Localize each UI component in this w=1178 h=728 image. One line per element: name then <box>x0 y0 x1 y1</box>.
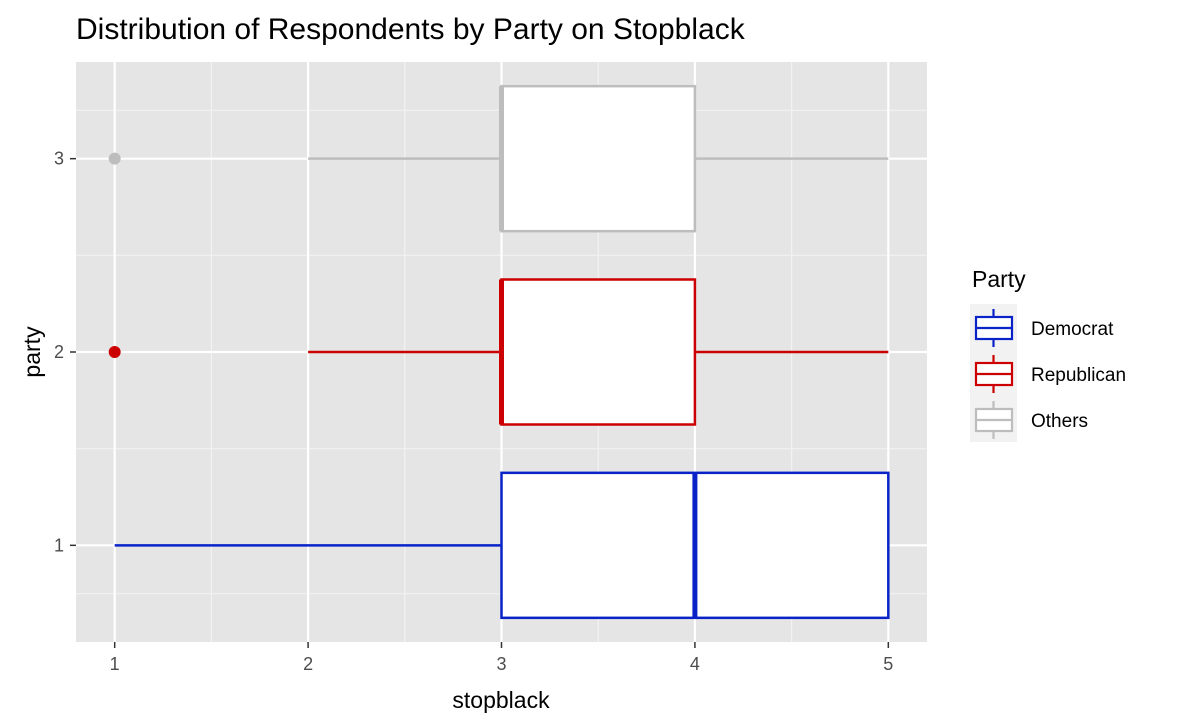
y-axis-title: party <box>19 326 45 378</box>
x-tick-label: 3 <box>496 654 506 674</box>
box-iqr <box>500 278 697 426</box>
legend-label: Others <box>1031 411 1088 432</box>
x-tick-label: 4 <box>690 654 700 674</box>
y-tick-label: 3 <box>54 149 64 169</box>
chart-title: Distribution of Respondents by Party on … <box>76 13 746 46</box>
box-democrat <box>114 471 890 620</box>
legend-label: Democrat <box>1031 319 1114 340</box>
x-tick-label: 2 <box>303 654 313 674</box>
legend-item-republican: Republican <box>974 355 1126 393</box>
x-tick-label: 1 <box>110 654 120 674</box>
y-tick-label: 2 <box>54 342 64 362</box>
x-axis-title: stopblack <box>452 687 550 713</box>
y-tick-label: 1 <box>54 535 64 555</box>
box-iqr <box>500 84 697 233</box>
axes: 1 2 3 4 5 1 2 3 <box>54 149 893 674</box>
box-others <box>108 84 889 233</box>
legend: Party Democrat Republican Others <box>970 266 1126 442</box>
legend-item-others: Others <box>974 401 1088 439</box>
legend-title: Party <box>972 266 1026 292</box>
boxes <box>108 84 890 620</box>
legend-item-democrat: Democrat <box>974 309 1114 347</box>
legend-label: Republican <box>1031 365 1126 386</box>
box-republican <box>108 278 889 426</box>
outlier-point <box>108 346 121 358</box>
x-tick-label: 5 <box>883 654 893 674</box>
outlier-point <box>108 152 121 165</box>
